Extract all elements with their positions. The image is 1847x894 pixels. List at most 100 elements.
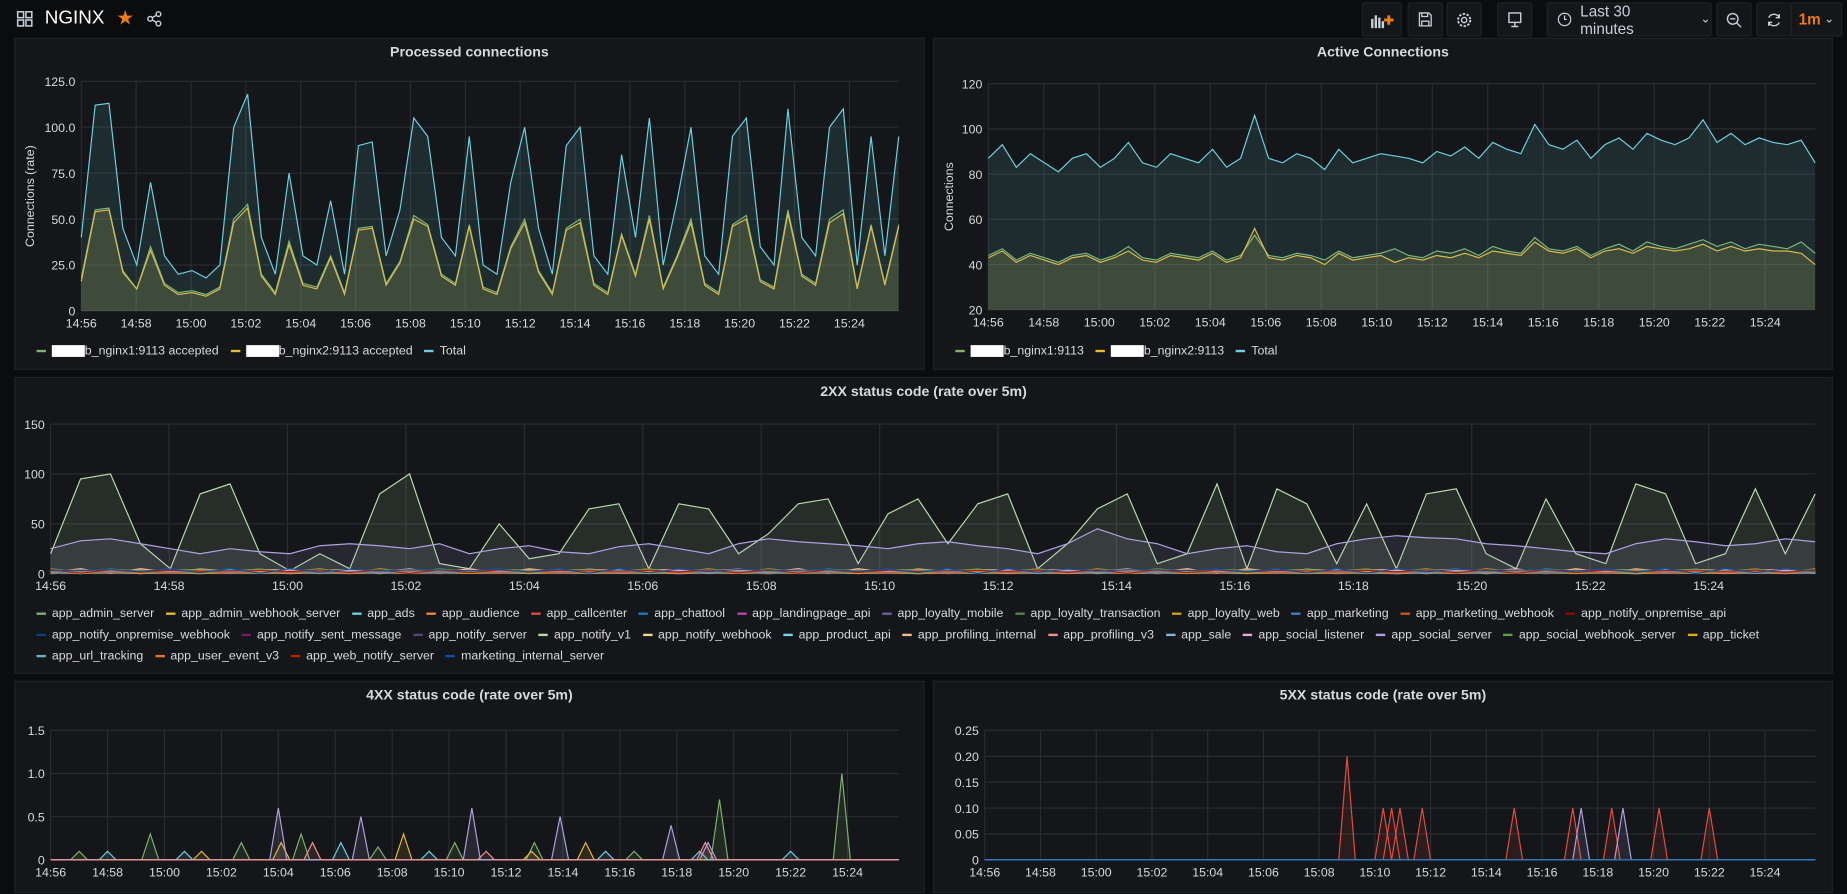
x-tick-label: 15:16 <box>614 316 645 330</box>
legend-item[interactable]: app_notify_server <box>413 627 527 643</box>
redacted-block <box>51 345 85 357</box>
x-tick-label: 15:06 <box>320 865 351 879</box>
x-tick-label: 14:58 <box>1025 865 1056 879</box>
legend-item[interactable]: app_marketing_webhook <box>1400 605 1554 621</box>
legend-item[interactable]: app_social_listener <box>1243 627 1364 643</box>
legend-color-swatch <box>424 349 434 353</box>
legend-item[interactable]: app_loyalty_transaction <box>1015 605 1161 621</box>
legend-item[interactable]: app_notify_v1 <box>538 627 631 643</box>
legend-item[interactable]: b_nginx1:9113 accepted <box>36 343 219 359</box>
legend-item[interactable]: b_nginx2:9113 accepted <box>230 343 413 359</box>
legend-item[interactable]: app_marketing <box>1291 605 1389 621</box>
legend-color-swatch <box>638 612 649 615</box>
apps-grid-icon[interactable] <box>16 11 33 27</box>
legend-color-swatch <box>1235 349 1246 353</box>
legend-item[interactable]: app_audience <box>426 605 520 621</box>
legend-item[interactable]: app_callcenter <box>531 605 627 621</box>
panel-title[interactable]: Processed connections <box>390 43 549 61</box>
legend-item[interactable]: app_loyalty_mobile <box>882 605 1003 621</box>
legend-item[interactable]: app_notify_sent_message <box>241 627 401 643</box>
legend-item[interactable]: app_notify_webhook <box>642 627 772 643</box>
series-area <box>50 808 899 860</box>
legend-item[interactable]: app_admin_server <box>36 605 154 621</box>
legend-color-swatch <box>531 612 541 615</box>
panel-4xx-status[interactable]: 4XX status code (rate over 5m) 0 0.5 1.0 1.… <box>14 680 925 893</box>
series-line <box>987 113 1816 173</box>
panel-title[interactable]: Active Connections <box>1316 43 1449 61</box>
x-tick-label: 15:18 <box>1338 579 1369 593</box>
panel-title[interactable]: 2XX status code (rate over 5m) <box>820 382 1027 400</box>
tv-mode-button[interactable] <box>1497 2 1533 37</box>
legend-color-swatch <box>155 654 165 658</box>
star-icon[interactable]: ★ <box>116 7 135 30</box>
legend-color-swatch <box>36 612 46 615</box>
legend-label: app_ads <box>367 606 415 621</box>
legend-item[interactable]: app_url_tracking <box>36 648 143 664</box>
legend-item[interactable]: app_social_server <box>1376 627 1492 643</box>
series-area <box>81 204 899 311</box>
legend-item[interactable]: b_nginx1:9113 <box>955 343 1084 359</box>
legend-color-swatch <box>1503 633 1513 637</box>
save-dashboard-button[interactable] <box>1407 2 1443 37</box>
legend-color-swatch <box>1015 612 1025 615</box>
x-tick-label: 15:00 <box>1081 865 1112 879</box>
legend-item[interactable]: app_user_event_v3 <box>155 648 279 664</box>
x-tick-label: 15:14 <box>560 316 591 330</box>
panel-processed-connections[interactable]: Processed connections 0 25.0 50.0 75.0 100.0… <box>14 37 925 370</box>
share-icon[interactable] <box>146 11 162 27</box>
legend-item[interactable]: app_sale <box>1165 627 1231 643</box>
legend-label: app_product_api <box>798 627 891 642</box>
legend-color-swatch <box>1376 633 1386 637</box>
y-tick-label: 0.20 <box>955 750 979 764</box>
legend-item[interactable]: app_ticket <box>1687 627 1759 643</box>
panel-5xx-status[interactable]: 5XX status code (rate over 5m) 0 0.05 0.10… <box>932 680 1833 893</box>
legend-item[interactable]: app_notify_onpremise_webhook <box>36 627 230 643</box>
settings-button[interactable] <box>1446 2 1482 37</box>
y-tick-label: 0 <box>38 854 45 868</box>
series-area <box>988 115 1816 310</box>
legend-item[interactable]: Total <box>1235 343 1277 359</box>
x-tick-label: 15:12 <box>491 865 522 879</box>
legend-label: marketing_internal_server <box>461 649 605 664</box>
legend-label: app_marketing_webhook <box>1415 606 1554 621</box>
legend-item[interactable]: Total <box>424 343 466 359</box>
panel-active-connections[interactable]: Active Connections 20 40 60 80 100 120 14:56 14… <box>932 37 1833 370</box>
x-tick-label: 15:24 <box>1750 865 1781 879</box>
panel-title[interactable]: 5XX status code (rate over 5m) <box>1279 686 1487 704</box>
refresh-button[interactable] <box>1756 2 1792 37</box>
y-tick-label: 100 <box>24 468 45 482</box>
legend-item[interactable]: app_chattool <box>638 605 725 621</box>
add-panel-button[interactable] <box>1361 2 1402 37</box>
legend-item[interactable]: app_ads <box>351 605 415 621</box>
dashboard-title[interactable]: NGINX <box>44 8 105 29</box>
legend-item[interactable]: app_product_api <box>783 627 891 643</box>
legend-label: app_ticket <box>1702 627 1760 642</box>
series-line <box>50 528 1816 555</box>
x-tick-label: 14:56 <box>969 865 1000 879</box>
legend-item[interactable]: app_profiling_internal <box>902 627 1036 643</box>
x-tick-label: 15:24 <box>1693 579 1724 593</box>
time-range-picker[interactable]: Last 30 minutes ⌄ <box>1546 2 1712 37</box>
legend-item[interactable]: b_nginx2:9113 <box>1095 343 1224 359</box>
y-tick-label: 120 <box>962 77 983 91</box>
legend-color-swatch <box>538 633 549 637</box>
legend-item[interactable]: app_admin_webhook_server <box>166 605 340 621</box>
legend-item[interactable]: app_loyalty_web <box>1172 605 1280 621</box>
x-tick-label: 15:06 <box>340 316 371 330</box>
x-tick-label: 15:20 <box>718 865 749 879</box>
legend-item[interactable]: app_notify_onpremise_api <box>1565 605 1726 621</box>
save-icon <box>1418 12 1432 27</box>
legend-item[interactable]: app_profiling_v3 <box>1047 627 1154 643</box>
panel-2xx-status[interactable]: 2XX status code (rate over 5m) 0 50 100 150… <box>14 376 1833 674</box>
zoom-out-button[interactable] <box>1716 2 1752 37</box>
legend-item[interactable]: app_landingpage_api <box>736 605 870 621</box>
legend-item[interactable]: app_web_notify_server <box>290 648 434 664</box>
legend-item[interactable]: app_social_webhook_server <box>1503 627 1676 643</box>
legend-color-swatch <box>1243 633 1253 637</box>
legend-item[interactable]: marketing_internal_server <box>445 648 605 664</box>
x-tick-label: 15:12 <box>983 579 1014 593</box>
y-tick-label: 25.0 <box>51 259 75 273</box>
x-tick-label: 15:02 <box>390 579 421 593</box>
refresh-interval-picker[interactable]: 1m ⌄ <box>1790 2 1843 37</box>
panel-title[interactable]: 4XX status code (rate over 5m) <box>366 686 573 704</box>
